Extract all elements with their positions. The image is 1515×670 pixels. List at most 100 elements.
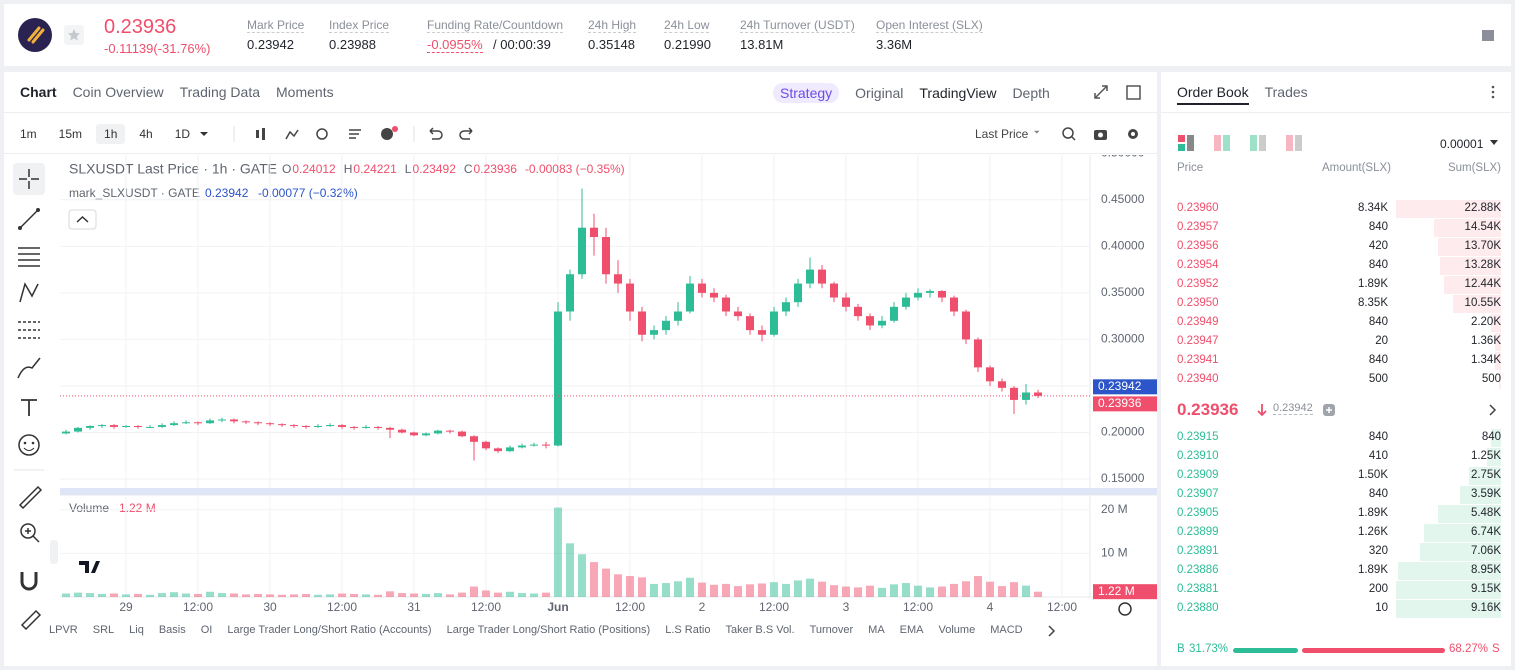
indicator[interactable]: L.S Ratio	[665, 624, 711, 636]
indicator[interactable]: SRL	[92, 624, 115, 636]
ob-price[interactable]: 0.23899	[1177, 526, 1219, 538]
candle-body	[518, 445, 526, 448]
candle-body	[350, 426, 358, 428]
indicator[interactable]: Basis	[158, 624, 186, 636]
candle-body	[746, 316, 754, 331]
tab[interactable]: 15m	[58, 127, 83, 141]
indicator[interactable]: Taker B.S Vol.	[725, 624, 795, 636]
tab[interactable]: Trades	[1264, 84, 1308, 100]
candle-body	[314, 425, 322, 427]
collapse-handle[interactable]	[50, 540, 58, 564]
tab[interactable]: 1D	[174, 127, 191, 141]
favorite-star[interactable]	[64, 25, 84, 45]
volume-bar	[446, 594, 454, 597]
tab[interactable]: 1h	[96, 124, 126, 144]
indicator[interactable]: LPVR	[49, 624, 78, 636]
candle-body	[998, 381, 1006, 388]
tab[interactable]: Coin Overview	[72, 84, 164, 100]
ob-amount: 1.89K	[1357, 564, 1388, 576]
tab[interactable]: 4h	[139, 127, 153, 141]
book-icon[interactable]	[1480, 28, 1496, 44]
ob-amount: 840	[1368, 221, 1388, 233]
indicator[interactable]: EMA	[899, 624, 924, 636]
volume-bar	[518, 593, 526, 597]
ob-price[interactable]: 0.23909	[1177, 469, 1219, 481]
header-bar	[4, 4, 1511, 66]
depth-bar	[1443, 276, 1501, 294]
ob-price[interactable]: 0.23886	[1177, 564, 1219, 576]
indicator[interactable]: Liq	[129, 624, 144, 636]
ob-price[interactable]: 0.23950	[1177, 297, 1219, 309]
ob-price[interactable]: 0.23910	[1177, 450, 1219, 462]
candle-body	[362, 426, 370, 428]
expand-arrow[interactable]	[1488, 403, 1498, 417]
volume-bar	[266, 594, 274, 597]
indicator[interactable]: OI	[200, 624, 213, 636]
indicator[interactable]: Large Trader Long/Short Ratio (Positions…	[446, 624, 651, 636]
candle-body	[326, 425, 334, 427]
tab[interactable]: Order Book	[1177, 84, 1249, 105]
stat-label: Open Interest (SLX)	[876, 18, 983, 33]
ob-price[interactable]: 0.23956	[1177, 240, 1219, 252]
ob-amount: 500	[1368, 373, 1388, 385]
indicator[interactable]: MACD	[990, 624, 1023, 636]
volume-bar	[290, 594, 298, 597]
volume-bar	[818, 581, 826, 597]
stat-value: 0.23988	[329, 37, 376, 52]
volume-bar	[230, 593, 238, 597]
volume-bar	[1034, 591, 1042, 597]
ob-price[interactable]: 0.23907	[1177, 488, 1219, 500]
ob-price[interactable]: 0.23905	[1177, 507, 1219, 519]
candle-body	[530, 444, 538, 446]
y-tick-label: 0.15000	[1101, 471, 1145, 485]
ob-price[interactable]: 0.23954	[1177, 259, 1219, 271]
more-icon[interactable]	[1488, 84, 1498, 100]
x-tick-label: 12:00	[471, 600, 501, 614]
ob-sum: 14.54K	[1464, 221, 1501, 233]
ob-amount: 8.35K	[1357, 297, 1388, 309]
candle-body	[782, 302, 790, 312]
ob-price[interactable]: 0.23891	[1177, 545, 1219, 557]
tab[interactable]: Chart	[20, 84, 57, 100]
volume-bar	[578, 554, 586, 597]
candle-body	[458, 431, 466, 437]
ob-price[interactable]: 0.23881	[1177, 583, 1219, 595]
volume-bar	[146, 594, 154, 597]
indicator-next[interactable]	[1046, 624, 1058, 638]
stat-value: 0.21990	[664, 37, 711, 52]
ob-price[interactable]: 0.23940	[1177, 373, 1219, 385]
stat-label: 24h Turnover (USDT)	[740, 18, 855, 33]
tab[interactable]: Strategy	[773, 83, 840, 103]
depth-bar	[1398, 562, 1501, 580]
stat-value: -0.0955%	[427, 37, 483, 53]
ob-price[interactable]: 0.23952	[1177, 278, 1219, 290]
price-tag	[1093, 396, 1157, 412]
candle-body	[854, 306, 862, 317]
candle-body	[302, 425, 310, 427]
tab[interactable]: TradingView	[919, 85, 997, 101]
price-source[interactable]: Last Price	[975, 127, 1029, 141]
tab[interactable]: Trading Data	[179, 84, 261, 100]
ob-price[interactable]: 0.23941	[1177, 354, 1219, 366]
ob-amount: 840	[1368, 431, 1388, 443]
ob-price[interactable]: 0.23880	[1177, 602, 1219, 614]
ob-price[interactable]: 0.23960	[1177, 202, 1219, 214]
ob-price[interactable]: 0.23947	[1177, 335, 1219, 347]
precision[interactable]: 0.00001	[1440, 137, 1484, 151]
candle-body	[878, 320, 886, 326]
tab[interactable]: Original	[855, 85, 904, 101]
ob-price[interactable]: 0.23949	[1177, 316, 1219, 328]
indicator[interactable]: Turnover	[809, 624, 854, 636]
candle-body	[218, 419, 226, 421]
indicator[interactable]: MA	[868, 624, 885, 636]
indicator[interactable]: Volume	[938, 624, 976, 636]
tab[interactable]: 1m	[20, 127, 37, 141]
tab[interactable]: Moments	[276, 84, 334, 100]
ob-price[interactable]: 0.23915	[1177, 431, 1219, 443]
indicator[interactable]: Large Trader Long/Short Ratio (Accounts)	[227, 624, 432, 636]
ob-price[interactable]: 0.23957	[1177, 221, 1219, 233]
candle-body	[62, 431, 70, 434]
tab[interactable]: Depth	[1012, 85, 1050, 101]
